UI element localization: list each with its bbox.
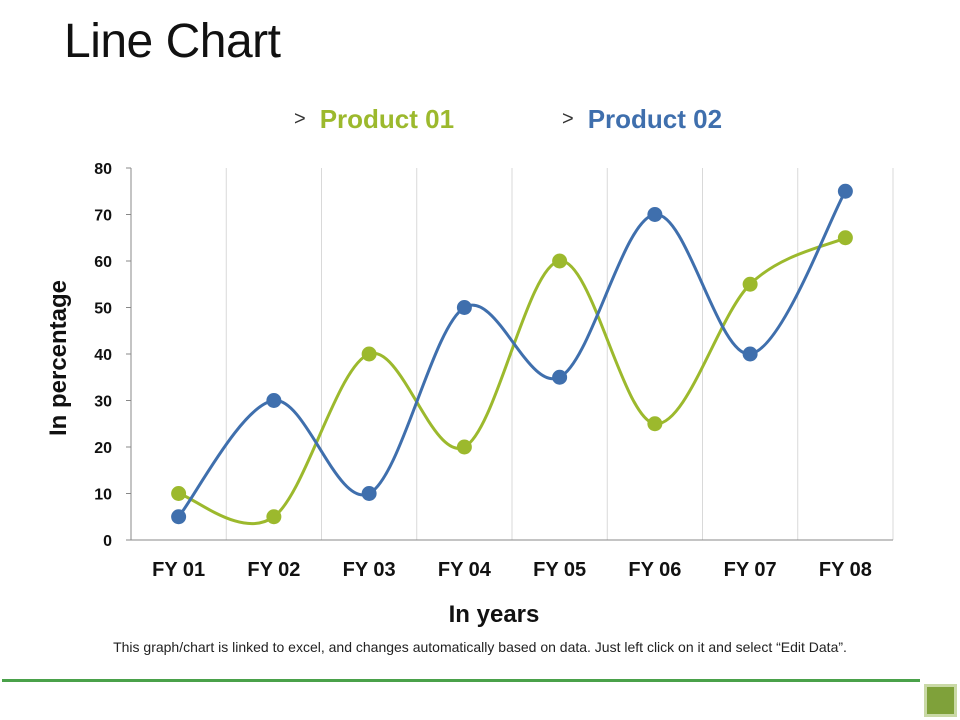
x-tick-label: FY 01 xyxy=(152,559,205,581)
x-tick-label: FY 07 xyxy=(724,559,777,581)
chart-footnote: This graph/chart is linked to excel, and… xyxy=(113,639,847,655)
x-tick-label: FY 08 xyxy=(819,559,872,581)
series-line-product-02 xyxy=(177,190,847,518)
data-point-product-01 xyxy=(647,416,663,432)
x-tick-label: FY 03 xyxy=(343,559,396,581)
x-axis-ticks: FY 01 FY 02 FY 03 FY 04 FY 05 FY 06 FY 07 FY 08 xyxy=(152,559,872,581)
y-tick-label: 40 xyxy=(94,347,112,364)
data-point-product-01 xyxy=(552,253,568,269)
y-tick-label: 60 xyxy=(94,254,112,271)
y-tick-label: 30 xyxy=(94,394,112,411)
data-point-product-02 xyxy=(837,183,853,199)
chevron-right-icon: > xyxy=(294,108,306,130)
data-point-product-02 xyxy=(647,207,663,222)
data-point-product-01 xyxy=(742,276,758,292)
legend-label-product-01: Product 01 xyxy=(319,104,455,134)
series-line-product-01 xyxy=(178,236,847,526)
y-tick-label: 70 xyxy=(94,208,112,225)
chart-axes xyxy=(126,167,893,541)
x-tick-label: FY 04 xyxy=(438,559,492,581)
data-point-product-02 xyxy=(456,300,472,315)
data-point-product-02 xyxy=(171,509,187,525)
y-tick-label: 80 xyxy=(94,161,112,178)
chart-series xyxy=(171,183,853,526)
legend-item-product-02: > Product 02 xyxy=(562,104,722,135)
data-point-product-02 xyxy=(742,346,758,362)
y-axis-ticks: 0 10 20 30 40 50 60 70 80 xyxy=(94,161,112,550)
legend-label-product-02: Product 02 xyxy=(587,104,723,134)
corner-decoration-fill xyxy=(927,687,954,714)
chart-grid xyxy=(225,168,894,540)
y-tick-label: 20 xyxy=(94,440,112,457)
data-point-product-02 xyxy=(552,369,568,385)
y-tick-label: 10 xyxy=(94,487,112,504)
chevron-right-icon: > xyxy=(562,108,574,130)
x-tick-label: FY 05 xyxy=(533,559,586,581)
x-tick-label: FY 06 xyxy=(628,559,681,581)
x-tick-label: FY 02 xyxy=(247,559,300,581)
bottom-divider xyxy=(2,679,920,682)
y-tick-label: 50 xyxy=(94,301,112,318)
y-axis-title: In percentage xyxy=(45,280,72,436)
chart-legend: > Product 01 > Product 02 xyxy=(0,104,960,138)
data-point-product-02 xyxy=(361,486,377,501)
legend-item-product-01: > Product 01 xyxy=(294,104,454,135)
page-title: Line Chart xyxy=(64,15,281,68)
data-point-product-01 xyxy=(266,509,282,525)
x-axis-title: In years xyxy=(449,601,540,628)
data-point-product-01 xyxy=(171,486,187,501)
data-point-product-01 xyxy=(456,439,472,455)
y-tick-label: 0 xyxy=(103,533,112,550)
corner-decoration xyxy=(924,684,957,717)
data-point-product-01 xyxy=(361,346,377,362)
data-point-product-02 xyxy=(266,393,282,408)
data-point-product-01 xyxy=(837,230,853,246)
